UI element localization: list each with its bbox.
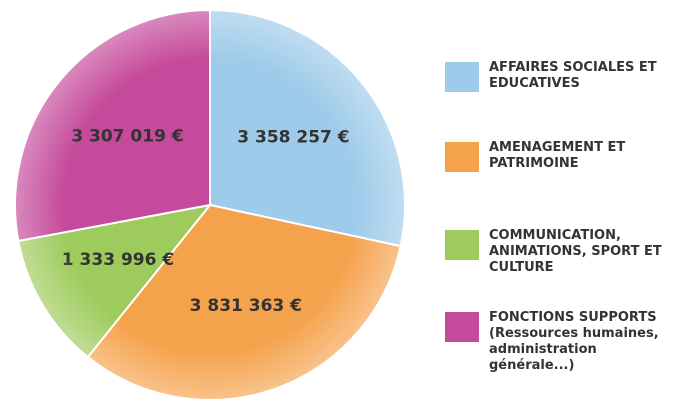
slice-label: 3 358 257 € — [237, 128, 349, 148]
slice-label: 1 333 996 € — [62, 250, 174, 270]
pie-slice — [14, 8, 211, 243]
legend-swatch — [445, 142, 479, 172]
slice-label: 3 307 019 € — [71, 127, 183, 147]
legend-label: COMMUNICATION, ANIMATIONS, SPORT ET CULT… — [489, 228, 662, 275]
chart: 3 358 257 € 3 831 363 € 1 333 996 € 3 307 0… — [14, 8, 406, 401]
legend-label: AMENAGEMENT ET PATRIMOINE — [489, 140, 626, 171]
legend-label: FONCTIONS SUPPORTS (Ressources humaines,… — [489, 310, 659, 373]
legend-swatch — [445, 62, 479, 92]
legend-swatch — [445, 230, 479, 260]
slice-label: 3 831 363 € — [190, 296, 302, 316]
legend-label: AFFAIRES SOCIALES ET EDUCATIVES — [489, 60, 657, 91]
legend-swatch — [445, 312, 479, 342]
